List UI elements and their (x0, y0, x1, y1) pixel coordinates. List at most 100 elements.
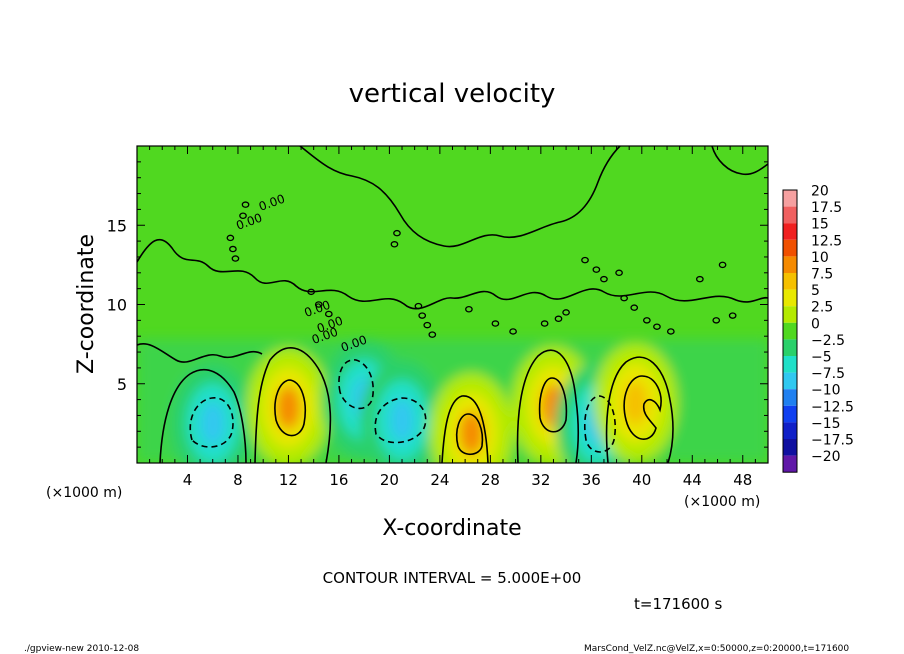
colorbar-swatch (783, 455, 797, 473)
field-feature-core (200, 401, 225, 446)
colorbar-swatch (783, 289, 797, 307)
contour-small-loop (554, 315, 563, 323)
contour-lines (137, 146, 768, 463)
x-tick-label: 36 (582, 471, 601, 489)
colorbar-swatch (783, 439, 797, 456)
colorbar-label: −10 (811, 383, 841, 399)
x-tick-label: 24 (430, 471, 449, 489)
colorbar-swatch (783, 372, 797, 390)
colorbar-swatch (783, 356, 797, 373)
colorbar-swatch (783, 389, 797, 406)
field-feature-core (623, 380, 648, 425)
colorbar-label: −17.5 (811, 433, 854, 449)
contour-interval: CONTOUR INTERVAL = 5.000E+00 (323, 569, 582, 587)
footer-left: ./gpview-new 2010-12-08 (24, 644, 139, 654)
contour-small-loop (229, 245, 237, 253)
x-tick-label: 20 (380, 471, 399, 489)
contour-upper-zero (137, 238, 768, 310)
colorbar-swatch (783, 273, 797, 290)
colorbar-label: 0 (811, 316, 820, 332)
contour-small-loop (226, 234, 235, 242)
x-unit-right: (×1000 m) (684, 494, 760, 510)
contour-small-loop (540, 320, 549, 327)
colorbar-label: −2.5 (811, 333, 845, 349)
footer-right: MarsCond_VelZ.nc@VelZ,x=0:50000,z=0:2000… (584, 644, 849, 654)
contour-small-loop (712, 317, 721, 324)
contour-neg-36-dashed (584, 395, 616, 453)
colorbar-swatch (783, 223, 797, 240)
colorbar-label: −15 (811, 416, 841, 432)
contour-small-loop (239, 212, 247, 219)
velocity-field (137, 339, 768, 463)
plot-area: 0.000.000.000.000.00 0.00 (137, 146, 768, 463)
contour-small-loop (615, 269, 623, 277)
colorbar-label: 7.5 (811, 267, 833, 283)
contour-small-loop (653, 323, 661, 330)
x-tick-label: 12 (279, 471, 298, 489)
colorbar-frame (782, 189, 798, 473)
chart-title: vertical velocity (349, 79, 556, 109)
contour-small-loop (393, 229, 401, 237)
colorbar-swatch (783, 256, 797, 273)
contour-small-loop (642, 317, 651, 324)
contour-around-33 (516, 349, 580, 463)
colorbar-label: 20 (811, 184, 829, 200)
time-label: t=171600 s (634, 595, 722, 613)
contour-small-loop (423, 321, 432, 329)
colorbar-label: −20 (811, 449, 841, 465)
y-axis-label: Z-coordinate (74, 234, 99, 374)
contour-around-12 (254, 347, 332, 463)
colorbar-label: 15 (811, 217, 829, 233)
colorbar-label: 17.5 (811, 200, 842, 216)
colorbar-label: 2.5 (811, 300, 833, 316)
contour-pos-12-inner (274, 379, 306, 437)
contour-pos-33-inner (538, 377, 568, 433)
colorbar-swatch (783, 422, 797, 439)
contour-small-loop (231, 255, 240, 262)
colorbar-swatch (783, 239, 797, 257)
contour-small-loop (620, 294, 628, 302)
x-tick-label: 8 (233, 471, 243, 489)
colorbar-swatch (783, 190, 797, 207)
colorbar-swatch (783, 306, 797, 323)
contour-small-loop (241, 201, 250, 208)
contour-small-loop (696, 275, 704, 283)
contour-small-loop (418, 312, 427, 319)
contour-small-loop (324, 310, 333, 318)
colorbar-label: 12.5 (811, 233, 842, 249)
contour-small-loop (592, 266, 601, 273)
contour-left-base (159, 368, 247, 463)
contour-neg-21-dashed (374, 397, 427, 444)
x-axis: 4 8 12 16 20 24 28 32 36 40 44 48 (136, 146, 769, 489)
x-tick-label: 16 (329, 471, 348, 489)
y-tick-label: 10 (107, 296, 127, 315)
field-feature-core (390, 398, 415, 443)
y-axis: 5 10 15 (107, 145, 768, 464)
x-tick-label: 32 (531, 471, 550, 489)
contour-small-loop (307, 288, 316, 296)
contour-neg-18-dashed (338, 359, 374, 410)
contour-small-loop (509, 328, 517, 335)
contour-pos-40-inner (623, 375, 662, 440)
colorbar-label: −12.5 (811, 399, 854, 415)
contour-neg-6-dashed (189, 397, 234, 448)
x-tick-label: 28 (481, 471, 500, 489)
x-tick-label: 48 (733, 471, 752, 489)
colorbar: 2017.51512.5107.552.50−2.5−5−7.5−10−12.5… (782, 184, 854, 473)
contour-around-40 (605, 356, 674, 463)
contour-small-loop (414, 302, 423, 310)
field-feature-core (459, 410, 484, 455)
colorbar-swatch (783, 206, 797, 224)
colorbar-label: −5 (811, 350, 832, 366)
contour-small-loop (728, 312, 737, 319)
contour-small-loop (465, 306, 473, 313)
contour-small-loop (666, 328, 675, 335)
contour-small-loop (562, 309, 570, 316)
contour-small-loop (630, 304, 639, 311)
y-tick-label: 15 (107, 216, 127, 235)
contour-small-loop (581, 256, 589, 264)
x-tick-label: 44 (683, 471, 702, 489)
contour-top-ridge (299, 146, 621, 248)
colorbar-label: 5 (811, 283, 820, 299)
